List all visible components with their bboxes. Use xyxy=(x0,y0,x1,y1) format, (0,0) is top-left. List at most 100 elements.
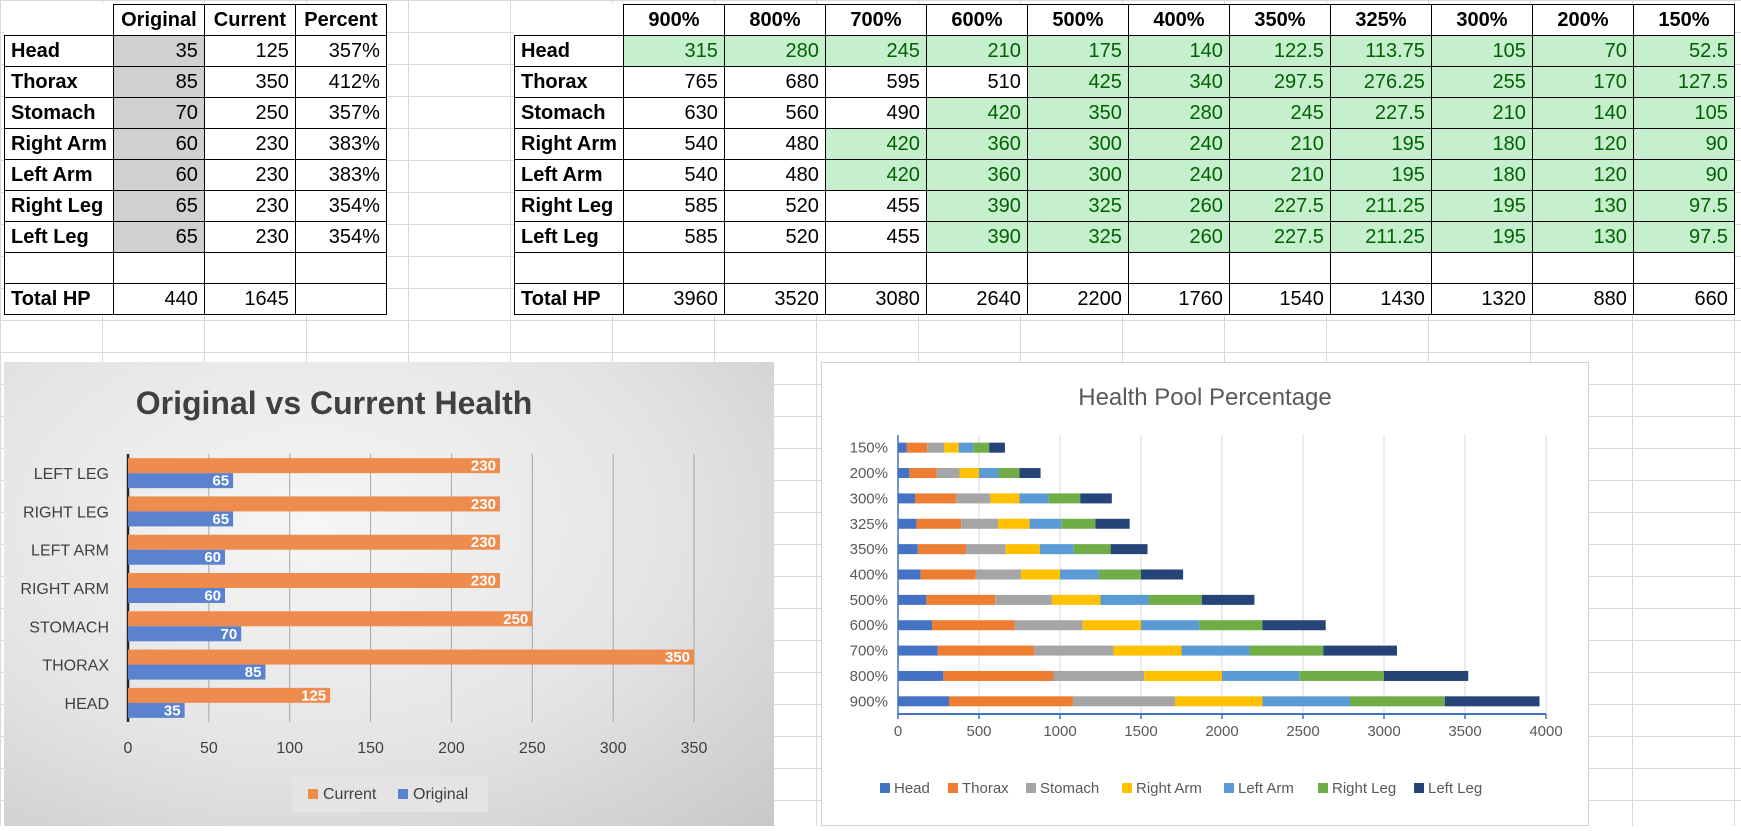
value-cell[interactable]: 97.5 xyxy=(1632,221,1735,253)
original-cell[interactable]: 65 xyxy=(112,190,205,222)
row-label[interactable]: Stomach xyxy=(514,97,624,129)
blank-cell[interactable] xyxy=(203,252,296,284)
bar-current[interactable] xyxy=(128,649,694,665)
health-pool-chart[interactable]: Health Pool Percentage 0 500 1000 1500 2000 25… xyxy=(821,362,1589,826)
bar-segment-right-arm[interactable] xyxy=(959,468,979,479)
legend-label[interactable]: Thorax xyxy=(962,780,1009,797)
value-cell[interactable]: 180 xyxy=(1430,159,1533,191)
value-cell[interactable]: 210 xyxy=(1228,128,1331,160)
bar-segment-left-arm[interactable] xyxy=(1060,569,1099,580)
value-cell[interactable]: 520 xyxy=(723,190,826,222)
original-cell[interactable]: 60 xyxy=(112,128,205,160)
row-label[interactable]: Head xyxy=(4,35,114,67)
total-percent[interactable] xyxy=(294,283,387,315)
bar-segment-head[interactable] xyxy=(898,493,916,504)
value-cell[interactable]: 175 xyxy=(1026,35,1129,67)
legend-label[interactable]: Right Arm xyxy=(1136,780,1202,797)
row-label[interactable]: Stomach xyxy=(4,97,114,129)
row-label[interactable]: Thorax xyxy=(4,66,114,98)
value-cell[interactable]: 210 xyxy=(1228,159,1331,191)
percent-cell[interactable]: 357% xyxy=(294,97,387,129)
bar-segment-thorax[interactable] xyxy=(937,645,1035,656)
bar-segment-head[interactable] xyxy=(898,696,950,707)
bar-segment-right-leg[interactable] xyxy=(1349,696,1445,707)
value-cell[interactable]: 350 xyxy=(1026,97,1129,129)
row-label[interactable]: Thorax xyxy=(514,66,624,98)
value-cell[interactable]: 595 xyxy=(824,66,927,98)
bar-segment-right-arm[interactable] xyxy=(998,518,1030,529)
bar-segment-right-arm[interactable] xyxy=(1144,670,1222,681)
bar-segment-thorax[interactable] xyxy=(917,544,967,555)
value-cell[interactable]: 130 xyxy=(1531,221,1634,253)
percent-cell[interactable]: 354% xyxy=(294,190,387,222)
bar-current[interactable] xyxy=(128,496,500,512)
bar-segment-left-arm[interactable] xyxy=(1039,544,1074,555)
value-cell[interactable]: 280 xyxy=(1127,97,1230,129)
bar-segment-thorax[interactable] xyxy=(920,569,976,580)
value-cell[interactable]: 245 xyxy=(824,35,927,67)
bar-segment-left-leg[interactable] xyxy=(1444,696,1540,707)
bar-segment-head[interactable] xyxy=(898,442,907,453)
bar-segment-right-leg[interactable] xyxy=(1048,493,1081,504)
blank-cell[interactable] xyxy=(112,252,205,284)
value-cell[interactable]: 113.75 xyxy=(1329,35,1432,67)
bar-segment-left-arm[interactable] xyxy=(1029,518,1062,529)
original-cell[interactable]: 35 xyxy=(112,35,205,67)
blank-cell[interactable] xyxy=(294,252,387,284)
corner-cell[interactable] xyxy=(4,4,114,36)
bar-segment-left-arm[interactable] xyxy=(979,468,999,479)
bar-segment-right-arm[interactable] xyxy=(1051,594,1101,605)
value-cell[interactable]: 120 xyxy=(1531,159,1634,191)
column-header[interactable]: 350% xyxy=(1228,4,1331,36)
blank-cell[interactable] xyxy=(1632,252,1735,284)
bar-segment-left-arm[interactable] xyxy=(1181,645,1250,656)
percent-cell[interactable]: 354% xyxy=(294,221,387,253)
column-header[interactable]: 600% xyxy=(925,4,1028,36)
bar-segment-left-leg[interactable] xyxy=(1141,569,1184,580)
blank-cell[interactable] xyxy=(1329,252,1432,284)
row-label[interactable]: Right Arm xyxy=(4,128,114,160)
bar-segment-left-arm[interactable] xyxy=(958,442,974,453)
value-cell[interactable]: 360 xyxy=(925,159,1028,191)
column-header[interactable]: 900% xyxy=(622,4,725,36)
value-cell[interactable]: 420 xyxy=(824,159,927,191)
bar-current[interactable] xyxy=(128,687,331,703)
row-label[interactable]: Left Arm xyxy=(4,159,114,191)
bar-segment-thorax[interactable] xyxy=(915,493,957,504)
bar-original[interactable] xyxy=(128,588,226,603)
bar-segment-left-leg[interactable] xyxy=(1262,620,1326,631)
percent-cell[interactable]: 383% xyxy=(294,128,387,160)
legend-label[interactable]: Current xyxy=(323,786,377,803)
bar-segment-left-leg[interactable] xyxy=(1019,468,1041,479)
bar-segment-right-leg[interactable] xyxy=(1073,544,1111,555)
blank-cell[interactable] xyxy=(925,252,1028,284)
value-cell[interactable]: 245 xyxy=(1228,97,1331,129)
value-cell[interactable]: 90 xyxy=(1632,159,1735,191)
bar-segment-stomach[interactable] xyxy=(995,594,1052,605)
original-cell[interactable]: 60 xyxy=(112,159,205,191)
bar-segment-left-leg[interactable] xyxy=(1201,594,1255,605)
bar-segment-stomach[interactable] xyxy=(1034,645,1114,656)
original-vs-current-chart[interactable]: Original vs Current Health 0 50 100 150 200 25… xyxy=(4,362,774,826)
row-label[interactable]: Left Arm xyxy=(514,159,624,191)
value-cell[interactable]: 680 xyxy=(723,66,826,98)
value-cell[interactable]: 300 xyxy=(1026,128,1129,160)
total-value[interactable]: 1760 xyxy=(1127,283,1230,315)
value-cell[interactable]: 70 xyxy=(1531,35,1634,67)
value-cell[interactable]: 280 xyxy=(723,35,826,67)
column-header[interactable]: 800% xyxy=(723,4,826,36)
value-cell[interactable]: 105 xyxy=(1430,35,1533,67)
value-cell[interactable]: 227.5 xyxy=(1329,97,1432,129)
current-cell[interactable]: 125 xyxy=(203,35,296,67)
value-cell[interactable]: 540 xyxy=(622,159,725,191)
value-cell[interactable]: 455 xyxy=(824,221,927,253)
blank-cell[interactable] xyxy=(4,252,114,284)
column-header[interactable]: 400% xyxy=(1127,4,1230,36)
legend-label[interactable]: Head xyxy=(894,780,930,797)
value-cell[interactable]: 211.25 xyxy=(1329,190,1432,222)
bar-segment-left-arm[interactable] xyxy=(1262,696,1350,707)
bar-segment-head[interactable] xyxy=(898,670,944,681)
blank-cell[interactable] xyxy=(723,252,826,284)
bar-segment-head[interactable] xyxy=(898,620,933,631)
total-label[interactable]: Total HP xyxy=(514,283,624,315)
